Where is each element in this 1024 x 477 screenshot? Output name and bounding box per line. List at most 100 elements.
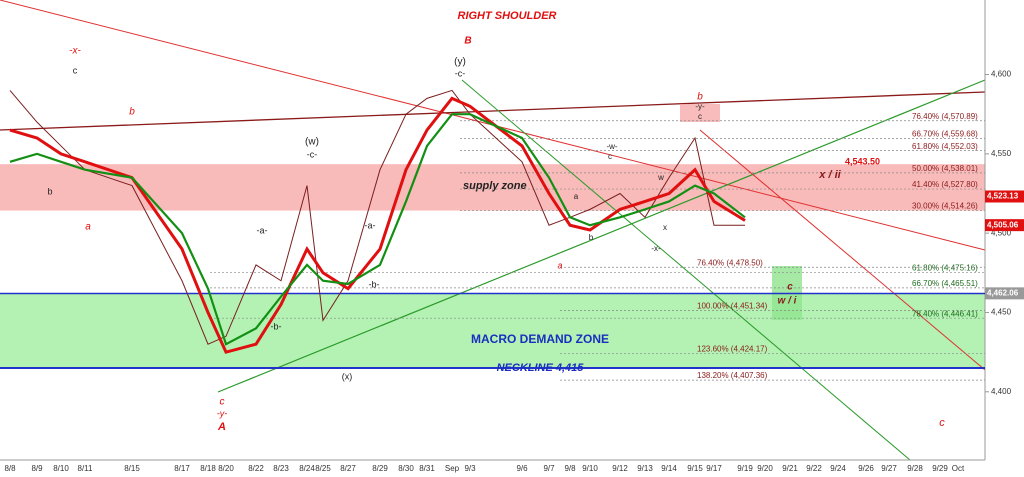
x-tick-label: 9/22: [806, 464, 822, 473]
fib-label: 123.60% (4,424.17): [697, 345, 768, 354]
wave-label: -a-: [365, 220, 376, 230]
x-tick-label: 9/20: [757, 464, 773, 473]
x-tick-label: 8/20: [218, 464, 234, 473]
target-box: [680, 104, 720, 122]
wave-label: b: [47, 186, 52, 196]
x-tick-label: 9/26: [858, 464, 874, 473]
x-tick-label: 8/29: [372, 464, 388, 473]
x-tick-label: 8/9: [31, 464, 43, 473]
x-tick-label: 8/23: [273, 464, 289, 473]
x-tick-label: 8/24: [299, 464, 315, 473]
fib-label: 66.70% (4,465.51): [912, 279, 978, 288]
x-tick-label: 9/19: [737, 464, 753, 473]
wave-label: -b-: [271, 321, 282, 331]
fib-label: 61.80% (4,552.03): [912, 142, 978, 151]
x-tick-label: 9/6: [516, 464, 528, 473]
x-tick-label: 9/28: [907, 464, 923, 473]
x-tick-label: 9/15: [687, 464, 703, 473]
wave-label: b: [697, 92, 703, 103]
x-tick-label: 8/11: [78, 464, 94, 473]
wave-label: -y-: [695, 102, 705, 111]
x-tick-label: 9/14: [661, 464, 677, 473]
wave-label: -x-: [69, 46, 81, 57]
x-tick-label: 8/15: [124, 464, 140, 473]
wave-label: a: [574, 192, 579, 201]
x-tick-label: 8/17: [174, 464, 190, 473]
fib-label: 76.40% (4,478.50): [697, 258, 763, 267]
trend-line: [0, 91, 986, 131]
x-tick-label: 8/22: [248, 464, 264, 473]
x-tick-label: 8/30: [398, 464, 414, 473]
x-tick-label: 8/27: [340, 464, 356, 473]
wave-label: B: [464, 36, 471, 47]
wave-label: -y-: [217, 408, 228, 418]
zone-label: supply zone: [463, 180, 527, 192]
wave-label: (w): [305, 137, 319, 148]
price-label: 4,505.06: [987, 220, 1019, 229]
y-tick-label: 4,500: [991, 228, 1012, 237]
trend-line: [461, 79, 911, 461]
trend-line: [699, 129, 986, 371]
x-tick-label: 9/24: [830, 464, 846, 473]
x-tick-label: 9/17: [706, 464, 722, 473]
wave-label: -x-: [651, 244, 661, 253]
x-tick-label: 9/29: [932, 464, 948, 473]
fib-label: 100.00% (4,451.34): [697, 301, 768, 310]
x-tick-label: 8/31: [419, 464, 435, 473]
neckline-label: NECKLINE 4,415: [497, 362, 585, 374]
fib-label: 30.00% (4,514.26): [912, 202, 978, 211]
price-tag: [985, 219, 1024, 232]
x-tick-label: 9/8: [564, 464, 576, 473]
price-tag: [985, 190, 1024, 203]
wave-label: A: [217, 421, 226, 433]
supply-zone: [0, 164, 985, 211]
wave-label: -a-: [257, 225, 268, 235]
fib-label: 66.70% (4,559.68): [912, 130, 978, 139]
y-tick-label: 4,400: [991, 387, 1012, 396]
wave-label: w: [657, 173, 664, 182]
fib-label: 78.40% (4,446.41): [912, 309, 978, 318]
fib-label: 41.40% (4,527.80): [912, 180, 978, 189]
series-line: [9, 113, 746, 346]
x-tick-label: 8/25: [315, 464, 331, 473]
x-tick-label: 8/8: [4, 464, 16, 473]
x-tick-label: 8/10: [53, 464, 69, 473]
x-tick-label: 9/3: [464, 464, 476, 473]
wave-label: (x): [342, 371, 353, 381]
wave-label: b: [129, 107, 135, 118]
wave-label: RIGHT SHOULDER: [458, 10, 557, 22]
wave-label: c: [608, 152, 612, 161]
x-tick-label: 8/18: [200, 464, 216, 473]
demand-zone: [0, 293, 985, 368]
wave-label: c: [73, 65, 78, 75]
wave-label: a: [85, 222, 91, 233]
wave-label: -c-: [307, 149, 318, 159]
wave-label: x: [663, 223, 667, 232]
fib-label: 138.20% (4,407.36): [697, 371, 768, 380]
price-tag: [985, 287, 1024, 300]
x-tick-label: 9/7: [543, 464, 555, 473]
wave-label: c: [787, 282, 793, 293]
wave-label: c: [698, 112, 702, 121]
x-tick-label: 9/12: [612, 464, 628, 473]
price-label: 4,543.50: [845, 157, 880, 167]
y-tick-label: 4,600: [991, 70, 1012, 79]
price-label: 4,462.06: [987, 288, 1019, 297]
fib-label: 50.00% (4,538.01): [912, 164, 978, 173]
fib-label: 61.80% (4,475.16): [912, 264, 978, 273]
wave-label: a: [557, 260, 562, 270]
y-tick-label: 4,450: [991, 308, 1012, 317]
series-line: [9, 96, 746, 354]
y-tick-label: 4,550: [991, 149, 1012, 158]
price-label: 4,523.13: [987, 192, 1019, 201]
x-tick-label: 9/21: [782, 464, 798, 473]
trend-line: [217, 79, 986, 393]
wave-label: (y): [454, 57, 466, 68]
wave-label: -c-: [455, 68, 466, 78]
wave-label: -w-: [606, 142, 617, 151]
fib-label: 76.40% (4,570.89): [912, 112, 978, 121]
wave-label: -b-: [369, 279, 380, 289]
zone-label: MACRO DEMAND ZONE: [471, 332, 609, 346]
wave-label: w / i: [778, 296, 797, 307]
